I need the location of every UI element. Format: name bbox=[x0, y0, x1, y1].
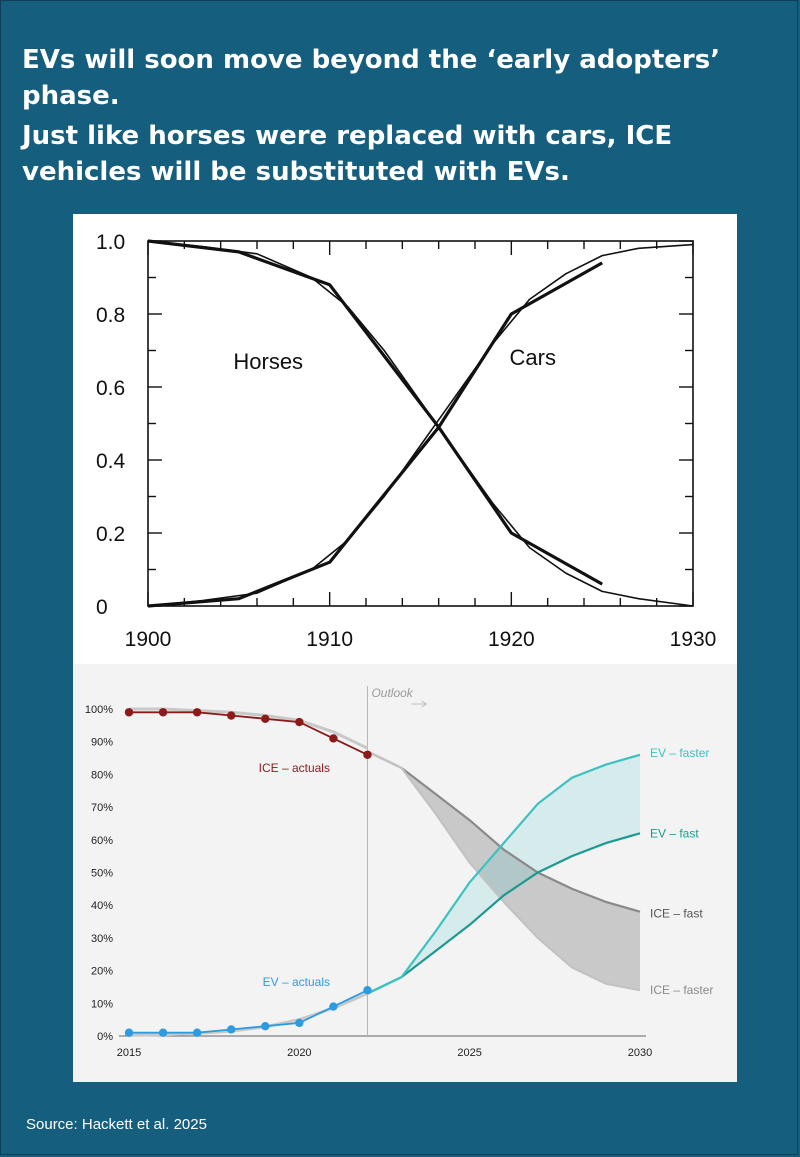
chart2-ice-band bbox=[367, 751, 640, 991]
chart1-y-tick-label: 0.4 bbox=[96, 450, 126, 473]
chart2-point-ice-actual bbox=[158, 708, 168, 717]
chart2-y-tick-label: 0% bbox=[97, 1031, 113, 1043]
chart2-line-ev-faster bbox=[367, 753, 641, 995]
chart2-point-ice-actual bbox=[192, 708, 202, 717]
chart2-line-ev-fast bbox=[367, 832, 641, 995]
chart1-y-tick-label: 0.8 bbox=[96, 304, 125, 327]
chart1-y-tick-label: 0 bbox=[96, 596, 108, 619]
chart2-label-ev-fast: EV – fast bbox=[650, 826, 699, 840]
horses-cars-chart: 0 0.2 0.4 0.6 0.8 1.0 1900 1910 1920 1930 Horses Ca… bbox=[73, 214, 737, 664]
chart1-series-cars-fit bbox=[147, 243, 694, 607]
chart2-line-ice-fast bbox=[367, 750, 641, 913]
chart1-background bbox=[73, 214, 737, 664]
chart2-line-ice-faster bbox=[367, 750, 641, 992]
chart2-outlook-arrowhead bbox=[421, 700, 428, 708]
chart1-series-horses-fit bbox=[147, 240, 694, 607]
chart1-x-tick-label: 1920 bbox=[488, 628, 535, 651]
chart2-y-tick-label: 20% bbox=[91, 966, 113, 978]
chart2-y-tick-label: 50% bbox=[91, 868, 113, 880]
chart1-y-tick-label: 0.2 bbox=[96, 523, 125, 546]
chart2-label-ice-fast: ICE – fast bbox=[650, 906, 703, 920]
chart2-point-ice-actual bbox=[261, 714, 270, 724]
chart2-y-tick-label: 100% bbox=[85, 704, 113, 716]
chart2-point-ev-actual bbox=[295, 1018, 304, 1028]
chart1-y-tick-label: 0.6 bbox=[96, 377, 125, 400]
source-note: Source: Hackett et al. 2025 bbox=[26, 1116, 207, 1133]
chart2-point-ice-actual bbox=[124, 708, 134, 717]
chart2-point-ev-actual bbox=[363, 986, 372, 995]
chart2-label-ev-actuals: EV – actuals bbox=[263, 975, 330, 989]
chart2-x-tick-label: 2025 bbox=[457, 1047, 481, 1059]
chart2-y-tick-label: 40% bbox=[91, 900, 113, 912]
headline-line-1: EVs will soon move beyond the ‘early ado… bbox=[22, 45, 721, 111]
chart2-label-ice-actuals: ICE – actuals bbox=[259, 761, 330, 775]
chart1-x-tick-label: 1910 bbox=[306, 628, 353, 651]
chart2-x-tick-label: 2015 bbox=[117, 1047, 141, 1059]
chart2-line-ev-actuals bbox=[129, 989, 368, 1034]
chart2-point-ev-actual bbox=[192, 1028, 202, 1037]
chart2-point-ice-actual bbox=[363, 750, 372, 759]
chart2-outlook-label: Outlook bbox=[371, 686, 413, 700]
chart2-ev-band bbox=[367, 754, 640, 994]
chart2-y-tick-label: 80% bbox=[91, 769, 113, 781]
chart1-x-tick-label: 1900 bbox=[125, 628, 172, 651]
chart2-y-tick-label: 90% bbox=[91, 737, 113, 749]
chart2-x-tick-label: 2030 bbox=[628, 1047, 652, 1059]
chart2-y-tick-label: 30% bbox=[91, 933, 113, 945]
chart2-label-ice-faster: ICE – faster bbox=[650, 983, 713, 997]
chart2-point-ev-actual bbox=[227, 1025, 236, 1034]
chart2-point-ice-actual bbox=[295, 717, 304, 727]
chart2-point-ev-actual bbox=[261, 1021, 270, 1031]
chart1-annotation-horses: Horses bbox=[233, 349, 303, 374]
chart2-point-ice-actual bbox=[329, 734, 338, 743]
charts-panel: 0 0.2 0.4 0.6 0.8 1.0 1900 1910 1920 1930 Horses Ca… bbox=[73, 214, 737, 1082]
headline-line-2: Just like horses were replaced with cars… bbox=[22, 121, 673, 187]
chart2-y-tick-label: 10% bbox=[91, 998, 113, 1010]
chart1-series-cars-data bbox=[147, 261, 603, 608]
chart2-point-ev-actual bbox=[124, 1028, 134, 1037]
chart1-y-tick-label: 1.0 bbox=[96, 231, 125, 254]
chart2-label-ev-faster: EV – faster bbox=[650, 746, 709, 760]
chart2-x-tick-label: 2020 bbox=[287, 1047, 311, 1059]
chart2-y-tick-label: 60% bbox=[91, 835, 113, 847]
chart1-x-tick-label: 1930 bbox=[670, 628, 717, 651]
ice-ev-chart: 0% 10% 20% 30% 40% 50% 60% 70% 80% 90% 100% 2015 202… bbox=[85, 686, 713, 1059]
chart2-point-ev-actual bbox=[329, 1002, 338, 1011]
chart1-annotation-cars: Cars bbox=[510, 345, 556, 370]
chart2-point-ev-actual bbox=[158, 1028, 168, 1037]
chart2-line-ice-actuals bbox=[129, 711, 368, 756]
chart2-background-curve-0 bbox=[129, 707, 369, 750]
chart2-point-ice-actual bbox=[227, 711, 236, 720]
chart2-y-tick-label: 70% bbox=[91, 802, 113, 814]
